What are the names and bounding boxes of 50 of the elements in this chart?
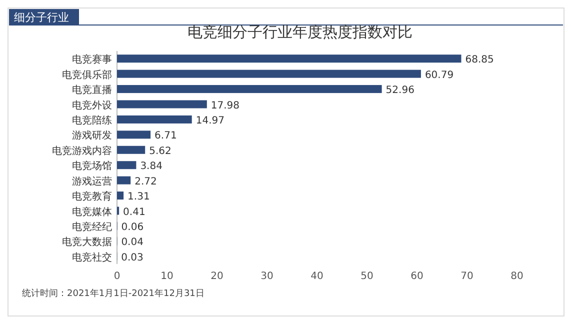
data-label: 14.97	[196, 115, 224, 126]
x-tick-label: 20	[210, 271, 224, 282]
data-label: 0.03	[121, 252, 144, 264]
x-tick-label: 0	[114, 271, 120, 282]
x-tick-label: 50	[360, 271, 374, 282]
bar	[117, 176, 131, 184]
data-label: 0.04	[121, 237, 144, 248]
bar	[117, 100, 207, 108]
data-label: 5.62	[149, 146, 172, 157]
y-tick-label: 游戏研发	[72, 130, 112, 142]
y-tick-label: 电竞游戏内容	[52, 144, 112, 157]
x-tick-label: 30	[260, 271, 274, 282]
text: 统计时间：2021年1月1日-2021年12月31日	[22, 288, 204, 299]
data-label: 68.85	[465, 54, 494, 66]
y-tick-label: 电竞媒体	[72, 206, 112, 218]
data-label: 52.96	[386, 85, 414, 96]
bar	[117, 192, 124, 200]
bar	[117, 115, 192, 124]
bar	[117, 85, 382, 94]
data-label: 3.84	[140, 161, 162, 172]
text: 细分子行业	[14, 11, 69, 24]
data-label: 17.98	[210, 100, 240, 112]
bar	[117, 161, 136, 170]
y-tick-label: 电竞社交	[72, 251, 112, 264]
y-tick-label: 电竞大数据	[62, 236, 112, 248]
data-label: 2.72	[134, 176, 157, 188]
x-tick-label: 70	[460, 271, 474, 282]
y-tick-label: 电竞外设	[72, 99, 112, 112]
y-tick-label: 电竞赛事	[72, 54, 112, 66]
x-tick-label: 60	[410, 271, 424, 282]
bar	[117, 70, 421, 78]
x-tick-label: 80	[510, 271, 524, 282]
chart-title: 电竞细分子行业年度热度指数对比	[188, 23, 412, 41]
y-tick-label: 游戏运营	[72, 175, 112, 188]
y-tick-label: 电竞教育	[72, 190, 112, 203]
data-label: 60.79	[424, 70, 454, 81]
bar	[117, 54, 462, 63]
data-label: 0.41	[123, 206, 146, 218]
y-tick-label: 电竞经纪	[72, 220, 112, 233]
y-tick-label: 电竞直播	[72, 84, 112, 96]
x-tick-label: 10	[160, 271, 174, 282]
data-label: 0.06	[121, 222, 144, 233]
bar	[117, 130, 151, 139]
bar	[117, 146, 146, 154]
y-tick-label: 电竞场馆	[72, 160, 112, 172]
data-label: 6.71	[154, 130, 177, 142]
x-tick-label: 40	[310, 271, 324, 282]
data-label: 1.31	[128, 192, 150, 203]
y-tick-label: 电竞俱乐部	[62, 68, 112, 81]
y-tick-label: 电竞陪练	[72, 114, 112, 126]
